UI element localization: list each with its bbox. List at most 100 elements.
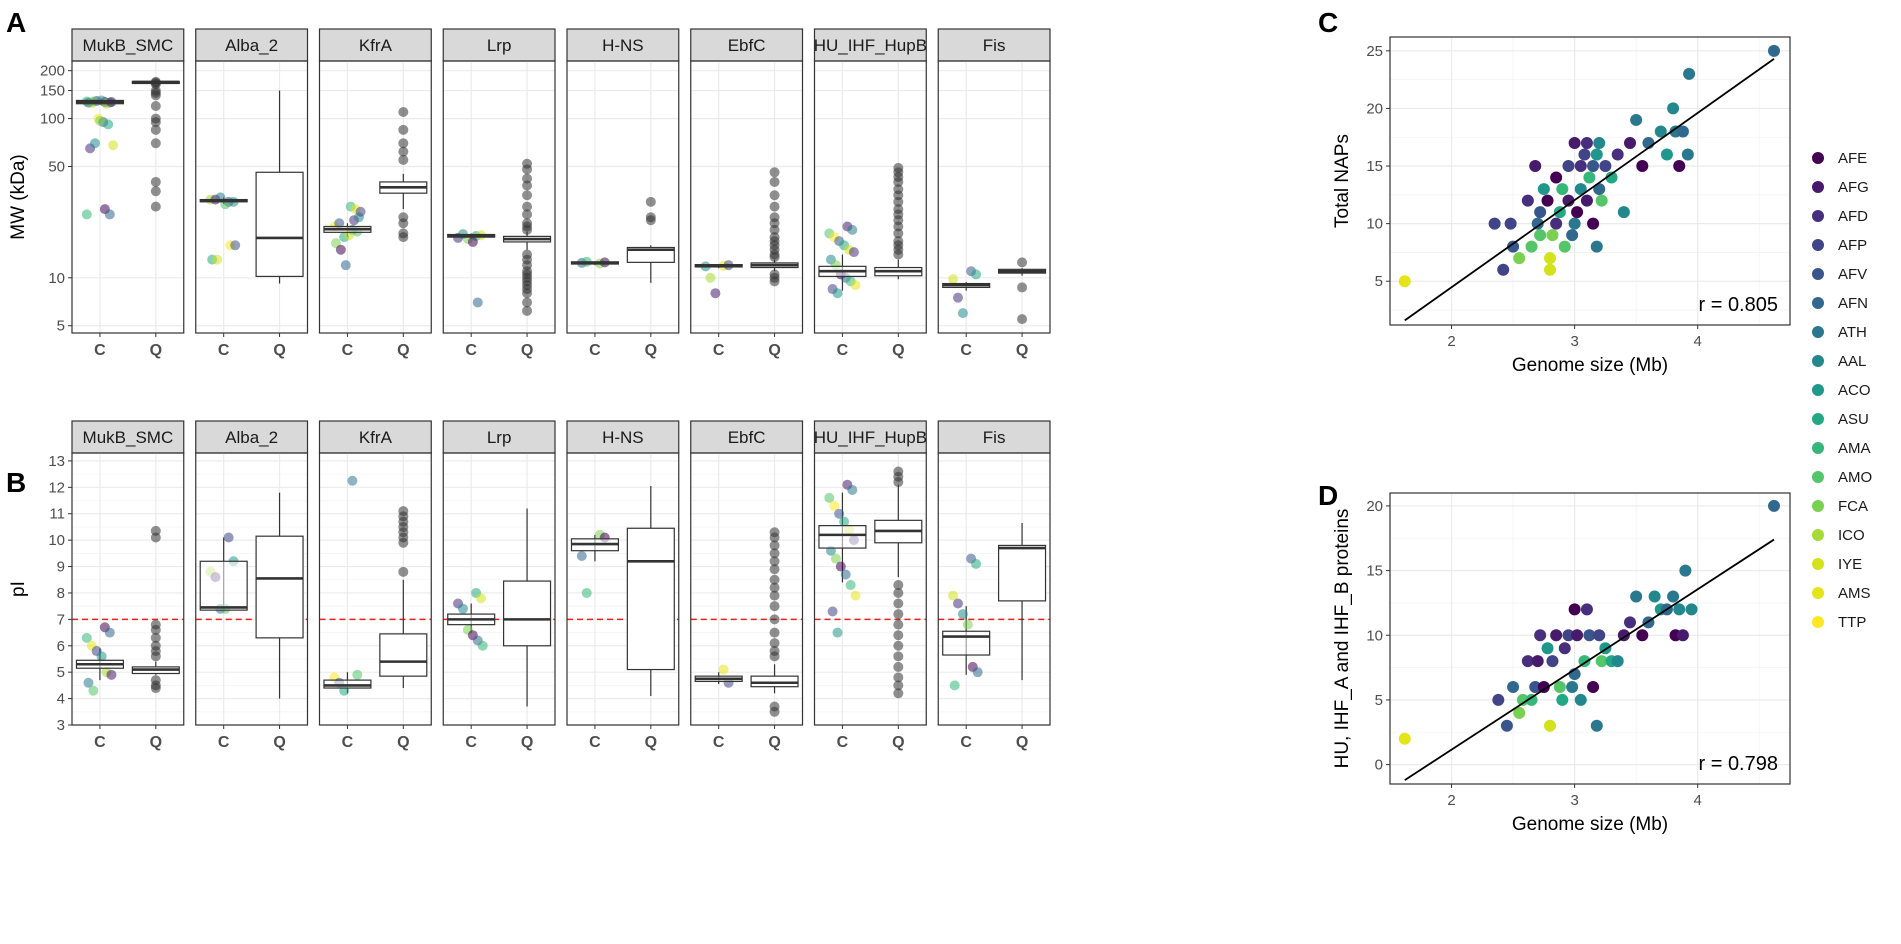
legend-swatch <box>1812 384 1824 396</box>
x-category-label: Q <box>521 734 533 751</box>
outlier-point-q <box>893 651 904 662</box>
scatter-point <box>1593 183 1606 196</box>
jitter-point-c <box>223 532 234 543</box>
legend-label: AMO <box>1838 469 1872 486</box>
jitter-point-c <box>718 664 729 675</box>
scatter-point <box>1516 693 1529 706</box>
x-category-label: C <box>837 342 849 359</box>
outlier-point-q <box>398 566 409 577</box>
correlation-annotation: r = 0.798 <box>1698 753 1778 775</box>
y-tick-label: 15 <box>1366 158 1383 175</box>
y-tick-label: 5 <box>1375 692 1383 709</box>
scatter-point <box>1624 616 1636 629</box>
y-tick-label: 12 <box>48 479 65 496</box>
regression-line <box>1404 58 1775 322</box>
jitter-point-c <box>834 508 845 519</box>
facet-alba-2: Alba_2 C Q <box>195 28 309 359</box>
facet-border <box>566 452 680 726</box>
x-tick-label: 3 <box>1570 333 1578 350</box>
y-tick-label: 3 <box>57 717 65 734</box>
facet-ebfc: EbfC C Q <box>690 28 804 359</box>
facet-mukb-smc: MukB_SMC C Q <box>71 420 185 751</box>
jitter-point-c <box>840 569 851 580</box>
legend-item-afp: AFP <box>1812 237 1867 254</box>
legend-swatch <box>1812 355 1824 367</box>
jitter-point-c <box>108 140 119 151</box>
legend-label: AFD <box>1838 208 1868 225</box>
facet-border <box>318 452 432 726</box>
legend-swatch <box>1812 616 1824 628</box>
y-tick-label: 11 <box>49 506 65 523</box>
outlier-point-q <box>522 180 533 191</box>
legend-swatch <box>1812 268 1824 280</box>
y-tick-label: 5 <box>57 664 65 681</box>
scatter-point <box>1398 275 1411 288</box>
y-tick-label: 15 <box>1366 563 1383 580</box>
jitter-point-c <box>710 288 721 299</box>
outlier-point-q <box>769 590 780 601</box>
x-category-label: C <box>218 342 230 359</box>
legend-label: AMS <box>1838 585 1871 602</box>
scatter-point <box>1595 655 1608 668</box>
facet-kfra: KfrA C Q <box>318 420 432 751</box>
y-tick-label: 5 <box>57 318 65 335</box>
facet-border <box>813 452 927 726</box>
legend-item-aal: AAL <box>1812 353 1866 370</box>
scatter-point <box>1558 642 1571 655</box>
facet-hu-ihf-hupb: HU_IHF_HupB C Q <box>813 420 927 751</box>
box-q <box>379 633 428 677</box>
jitter-point-c <box>952 598 963 609</box>
jitter-point-c <box>104 627 115 638</box>
legend-item-asu: ASU <box>1812 411 1869 428</box>
jitter-point-c <box>850 280 861 291</box>
plot-border <box>1389 36 1791 326</box>
panel-c-total-naps-scatter: 2 3 4 5 10 15 20 25 r = 0.805 Genome size (Mb) Tot… <box>1332 36 1791 376</box>
outlier-point-q <box>150 138 161 149</box>
facet-h-ns: H-NS C Q <box>566 28 680 359</box>
x-category-label: C <box>960 342 972 359</box>
outlier-point-q <box>769 564 780 575</box>
facet-strip-label: Fis <box>983 36 1006 55</box>
outlier-point-q <box>398 154 409 165</box>
plot-border <box>1389 492 1791 785</box>
facet-strip-label: EbfC <box>728 428 766 447</box>
facet-border <box>937 452 1051 726</box>
panel-letter-b: B <box>6 467 26 498</box>
outlier-point-q <box>150 201 161 212</box>
x-category-label: Q <box>1016 734 1028 751</box>
legend-label: AFE <box>1838 150 1867 167</box>
scatter-point <box>1544 263 1556 276</box>
scatter-point <box>1679 564 1692 577</box>
facet-strip <box>71 420 185 454</box>
legend-swatch <box>1812 558 1824 570</box>
jitter-point-c <box>949 680 960 691</box>
legend-swatch <box>1812 413 1824 425</box>
outlier-point-q <box>769 651 780 662</box>
y-tick-label: 50 <box>48 159 65 176</box>
legend-item-ttp: TTP <box>1812 614 1866 631</box>
x-category-label: Q <box>273 342 285 359</box>
facet-strip <box>937 28 1051 62</box>
x-category-label: C <box>465 734 477 751</box>
panel-a-mw-boxplots: MW (kDa) 5 10 50 100 150 200 MukB_SMC C Q Alba_2 C Q… <box>8 28 1051 359</box>
jitter-point-c <box>952 292 963 303</box>
jitter-point-c <box>103 119 114 130</box>
outlier-point-q <box>522 209 533 220</box>
scatter-point <box>1617 206 1630 219</box>
facet-strip-label: Lrp <box>487 36 512 55</box>
jitter-point-c <box>829 500 840 511</box>
scatter-point <box>1590 719 1603 732</box>
legend-label: AFG <box>1838 179 1869 196</box>
scatter-point <box>1583 629 1596 642</box>
outlier-point-q <box>893 196 904 207</box>
box-c <box>942 630 991 656</box>
legend-label: AFN <box>1838 295 1868 312</box>
scatter-point <box>1550 171 1563 184</box>
x-category-label: C <box>713 734 725 751</box>
facet-strip <box>442 28 556 62</box>
scatter-point <box>1529 160 1542 173</box>
facet-kfra: KfrA C Q <box>318 28 432 359</box>
scatter-point <box>1544 719 1556 732</box>
scatter-point <box>1571 629 1584 642</box>
